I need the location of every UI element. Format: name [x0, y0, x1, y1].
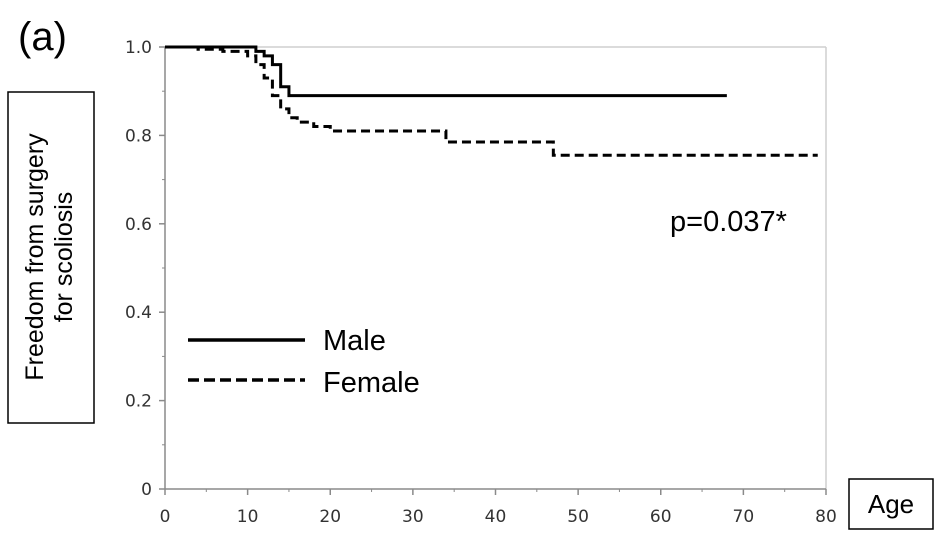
x-tick-label: 40 — [485, 507, 507, 527]
plot-frame — [164, 46, 827, 490]
series-line-female — [165, 45, 818, 157]
y-axis-label-line-1: Freedom from surgery — [21, 133, 49, 381]
series-line-male — [165, 45, 727, 98]
x-tick-label: 20 — [319, 507, 341, 527]
y-axis-label-box — [7, 91, 95, 424]
x-axis-label-box — [848, 478, 934, 530]
x-tick-label: 60 — [650, 507, 672, 527]
series-layer — [165, 45, 818, 157]
legend: Male Female — [188, 325, 420, 399]
x-tick-label: 80 — [815, 507, 837, 527]
x-axis-label: Age — [848, 478, 934, 530]
y-tick-label: 1.0 — [125, 38, 152, 58]
y-tick-label: 0.4 — [125, 303, 152, 323]
x-tick-label: 0 — [160, 507, 171, 527]
y-tick-label: 0.8 — [125, 126, 152, 146]
y-axis-label: Freedom from surgery for scoliosis — [7, 91, 95, 424]
p-value-annotation: p=0.037* — [670, 206, 787, 238]
x-tick-label: 70 — [733, 507, 755, 527]
legend-male-label: Male — [323, 325, 386, 357]
x-axis-ticks: 0 10 20 30 40 50 60 70 80 — [160, 489, 837, 527]
legend-female-label: Female — [323, 367, 420, 399]
x-tick-label: 50 — [567, 507, 589, 527]
y-axis-ticks: 0 0.2 0.4 0.6 0.8 1.0 — [125, 38, 165, 500]
y-tick-label: 0.6 — [125, 215, 152, 235]
y-tick-label: 0 — [141, 480, 152, 500]
y-tick-label: 0.2 — [125, 392, 152, 412]
y-axis-label-line-2: for scoliosis — [50, 192, 78, 323]
x-tick-label: 30 — [402, 507, 424, 527]
panel-label: (a) — [18, 15, 67, 59]
x-tick-label: 10 — [237, 507, 259, 527]
x-axis-label-text: Age — [868, 489, 914, 519]
